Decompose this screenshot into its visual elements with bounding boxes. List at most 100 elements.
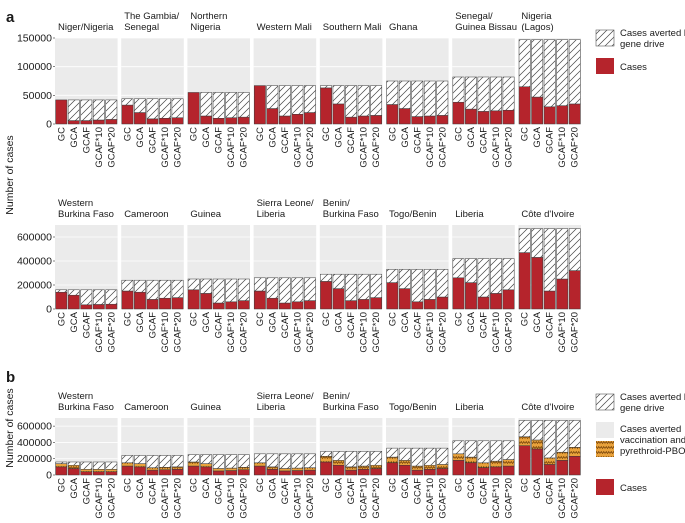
x-tick-label: GCAF*10 <box>557 312 568 353</box>
bar-cases-gcaf-10 <box>225 301 238 310</box>
bar-cases-gca <box>67 468 80 476</box>
bar-averted-gene-drive-gc <box>320 451 332 457</box>
bar-cases-gcaf-10 <box>423 115 436 125</box>
bar-averted-gene-drive-gcaf <box>411 269 424 303</box>
facet-western-burkina-faso: Western Burkina Faso GC GCA GCAF GCAF*10 GCAF*… <box>55 391 118 519</box>
x-tick-label: GCA <box>201 477 212 498</box>
bar-cases-gca <box>200 115 213 125</box>
chart-row-b: 0 200000 400000 600000 Western Burkina Faso GC… <box>17 391 581 519</box>
bar-averted-gene-drive-gcaf-20 <box>370 451 383 466</box>
bar-cases-gc <box>386 104 399 125</box>
bar-averted-vaccination-gcaf <box>411 465 424 471</box>
facet-title: Togo/Benin <box>389 402 437 413</box>
bar-averted-gene-drive-gcaf-20 <box>304 453 316 468</box>
bar-averted-gene-drive-gcaf <box>212 278 225 304</box>
bar-cases-gcaf-10 <box>159 297 171 310</box>
x-tick-label: GCAF*20 <box>437 127 448 168</box>
legend-cases-label: Cases <box>620 62 647 73</box>
bar-cases-gca <box>398 464 411 476</box>
bar-averted-gene-drive-gca <box>134 279 146 293</box>
bar-averted-gene-drive-gcaf-20 <box>105 461 118 470</box>
bar-averted-gene-drive-gcaf-10 <box>556 228 569 280</box>
bar-cases-gca <box>200 466 213 476</box>
bar-averted-gene-drive-gcaf <box>146 455 159 468</box>
x-tick-label: GCA <box>532 311 543 332</box>
bar-averted-gene-drive-gcaf <box>146 279 159 300</box>
x-tick-label: GCAF*10 <box>491 478 502 519</box>
bar-averted-gene-drive-gca <box>398 447 411 461</box>
bar-averted-gene-drive-gcaf <box>345 451 357 468</box>
x-tick-label: GCAF*10 <box>226 478 237 519</box>
bar-cases-gcaf-20 <box>171 117 184 125</box>
bar-averted-vaccination-gcaf-20 <box>568 447 581 457</box>
x-tick-label: GCAF*20 <box>570 312 581 353</box>
facet-title: Western Burkina Faso <box>58 198 114 220</box>
bar-averted-vaccination-gca <box>332 460 345 466</box>
bar-cases-gca <box>134 291 146 310</box>
bar-averted-gene-drive-gcaf-10 <box>556 420 569 453</box>
bar-cases-gc <box>253 465 266 476</box>
bar-averted-gene-drive-gcaf-10 <box>92 99 105 121</box>
bar-averted-vaccination-gc <box>320 456 332 463</box>
bar-cases-gca <box>200 293 213 310</box>
x-tick-label: GCAF*20 <box>106 478 117 519</box>
bar-averted-gene-drive-gcaf-10 <box>225 92 238 118</box>
bar-averted-gene-drive-gc <box>55 289 68 293</box>
bar-cases-gca <box>67 294 80 310</box>
facet-benin-burkina-faso: Benin/Burkina Faso GC GCA GCAF GCAF*10 GCAF*2… <box>319 391 383 519</box>
bar-cases-gcaf-20 <box>237 469 250 476</box>
x-tick-label: GCAF*10 <box>226 312 237 353</box>
legend-a: Cases averted by gene drive Cases <box>595 28 685 74</box>
bar-cases-gcaf-20 <box>105 119 118 125</box>
panel-a-label: a <box>6 9 15 26</box>
x-tick-label: GCA <box>135 477 146 498</box>
bar-averted-gene-drive-gca <box>200 454 213 464</box>
y-tick-label: 50000 <box>23 90 52 102</box>
bar-averted-gene-drive-gca <box>531 39 544 98</box>
x-tick-label: GCAF*10 <box>160 312 171 353</box>
bar-averted-gene-drive-gcaf-10 <box>225 454 238 469</box>
x-tick-label: GCA <box>201 311 212 332</box>
bar-averted-gene-drive-gca <box>134 455 146 464</box>
facet-title: Sierra Leone/Liberia <box>257 391 314 413</box>
x-tick-label: GCA <box>69 126 80 147</box>
bar-averted-gene-drive-gc <box>518 39 531 87</box>
bar-averted-gene-drive-gcaf <box>543 228 556 292</box>
bar-averted-gene-drive-gcaf <box>345 85 357 118</box>
bar-averted-vaccination-gca <box>266 466 279 470</box>
bar-averted-gene-drive-gca <box>200 278 213 294</box>
bar-cases-gcaf <box>345 300 357 310</box>
bar-cases-gc <box>518 445 531 476</box>
x-tick-label: GCAF*20 <box>371 312 382 353</box>
bar-cases-gc <box>320 461 332 476</box>
facet-title: Liberia <box>455 402 484 413</box>
bar-cases-gc <box>518 86 531 125</box>
bar-averted-gene-drive-gca <box>531 228 544 258</box>
x-tick-label: GCA <box>334 126 345 147</box>
y-tick-label: 100000 <box>17 61 52 73</box>
y-tick-label: 0 <box>46 470 52 482</box>
bar-averted-gene-drive-gcaf-20 <box>502 258 515 291</box>
svg-text:Cases averted by gene dr: Cases averted by gene drive <box>620 28 685 50</box>
facet-title: Western Burkina Faso <box>58 391 114 413</box>
bar-cases-gc <box>452 460 465 476</box>
bar-averted-gene-drive-gcaf-10 <box>92 289 105 305</box>
bar-averted-gene-drive-gcaf <box>477 258 490 298</box>
x-tick-label: GCAF <box>346 478 357 505</box>
bar-cases-gcaf-20 <box>436 468 449 476</box>
x-tick-label: GCAF <box>412 478 423 505</box>
facet-guinea: Guinea GC GCA GCAF GCAF*10 GCAF*20 <box>187 402 250 519</box>
x-tick-label: GCA <box>135 126 146 147</box>
x-tick-label: GCAF <box>479 312 490 339</box>
legend-vaccination-label-line1: Cases averted <box>620 424 681 435</box>
x-tick-label: GCAF <box>545 478 556 505</box>
bar-cases-gca <box>465 108 477 125</box>
x-tick-label: GCAF*10 <box>491 312 502 353</box>
bar-averted-gene-drive-gcaf <box>80 289 93 306</box>
bar-averted-vaccination-gcaf-10 <box>357 465 370 470</box>
bar-cases-gca <box>134 112 146 125</box>
facet-title: Cameroon <box>124 402 168 413</box>
bar-cases-gcaf <box>146 469 159 476</box>
bar-averted-gene-drive-gcaf-20 <box>502 76 515 111</box>
x-tick-label: GCAF <box>412 127 423 154</box>
